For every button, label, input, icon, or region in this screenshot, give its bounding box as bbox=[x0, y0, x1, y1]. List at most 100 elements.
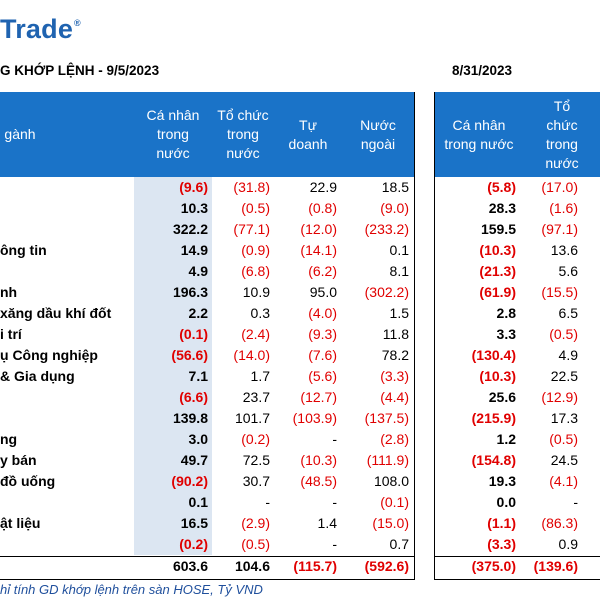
header-ca-nhan-right: Cá nhân trong nước bbox=[444, 116, 514, 152]
table-cell: (10.3) bbox=[300, 452, 337, 468]
table-cell: (137.5) bbox=[364, 410, 409, 426]
total-rule-right bbox=[434, 556, 600, 557]
table-cell: 196.3 bbox=[172, 284, 208, 300]
table-cell: (12.7) bbox=[300, 389, 337, 405]
table-cell: (5.8) bbox=[487, 179, 516, 195]
sector-label: ông tin bbox=[0, 242, 47, 258]
table-cell: (3.3) bbox=[380, 368, 409, 384]
table-cell: 101.7 bbox=[234, 410, 270, 426]
table-cell: 10.9 bbox=[242, 284, 270, 300]
column-shade bbox=[134, 177, 212, 555]
table-cell: (10.3) bbox=[479, 242, 516, 258]
table-cell: (1.1) bbox=[487, 515, 516, 531]
table-cell: (10.3) bbox=[479, 368, 516, 384]
header-band-right bbox=[434, 92, 600, 177]
table-cell: (0.2) bbox=[179, 536, 208, 552]
table-cell: 10.3 bbox=[180, 200, 208, 216]
sector-label: xăng dầu khí đốt bbox=[0, 305, 112, 321]
table-cell: (0.5) bbox=[549, 431, 578, 447]
table-cell: (12.9) bbox=[541, 389, 578, 405]
sector-label: nh bbox=[0, 284, 18, 300]
table-cell: (130.4) bbox=[471, 347, 516, 363]
table-cell: (14.1) bbox=[300, 242, 337, 258]
table-cell: (14.0) bbox=[233, 347, 270, 363]
sector-label: y bán bbox=[0, 452, 37, 468]
table-cell: 0.9 bbox=[558, 536, 578, 552]
table-cell: (9.0) bbox=[380, 200, 409, 216]
table-cell: 0.0 bbox=[496, 494, 516, 510]
table-cell: 108.0 bbox=[373, 473, 409, 489]
table-cell: 0.7 bbox=[389, 536, 409, 552]
table-cell: 1.5 bbox=[389, 305, 409, 321]
table-cell: 3.3 bbox=[496, 326, 516, 342]
table-cell: (4.0) bbox=[308, 305, 337, 321]
table-cell: 322.2 bbox=[172, 221, 208, 237]
table-cell: (7.6) bbox=[308, 347, 337, 363]
table-cell: 72.5 bbox=[242, 452, 270, 468]
table-cell: 1.4 bbox=[317, 515, 337, 531]
table-cell: (302.2) bbox=[364, 284, 409, 300]
table-cell: (154.8) bbox=[471, 452, 516, 468]
table-cell: 4.9 bbox=[188, 263, 208, 279]
table-cell: 4.9 bbox=[558, 347, 578, 363]
table-cell: 14.9 bbox=[180, 242, 208, 258]
table-cell: 7.1 bbox=[188, 368, 208, 384]
table-cell: - bbox=[265, 494, 270, 510]
table-title-right: 8/31/2023 bbox=[452, 63, 513, 78]
divider-left bbox=[414, 92, 415, 580]
table-cell: (6.8) bbox=[241, 263, 270, 279]
table-cell: (4.4) bbox=[380, 389, 409, 405]
table-cell: 8.1 bbox=[389, 263, 409, 279]
table-cell: (6.6) bbox=[179, 389, 208, 405]
sector-label: i trí bbox=[0, 326, 22, 342]
table-cell: 2.8 bbox=[496, 305, 516, 321]
table-cell: 23.7 bbox=[242, 389, 270, 405]
divider-right bbox=[434, 92, 435, 580]
table-cell: (56.6) bbox=[171, 347, 208, 363]
table-cell: (5.6) bbox=[308, 368, 337, 384]
sector-label: đồ uống bbox=[0, 473, 56, 489]
table-cell: (12.0) bbox=[300, 221, 337, 237]
table-cell: 2.2 bbox=[188, 305, 208, 321]
table-cell: (0.8) bbox=[308, 200, 337, 216]
table-cell: 139.8 bbox=[172, 410, 208, 426]
total-cell: 603.6 bbox=[172, 558, 208, 574]
table-cell: 49.7 bbox=[180, 452, 208, 468]
table-cell: 18.5 bbox=[381, 179, 409, 195]
table-cell: 16.5 bbox=[180, 515, 208, 531]
table-cell: 1.7 bbox=[250, 368, 270, 384]
header-nuoc-ngoai: Nước ngoài bbox=[360, 116, 396, 152]
header-to-chuc-right: Tổ chức trong nước bbox=[545, 97, 579, 171]
table-cell: 13.6 bbox=[550, 242, 578, 258]
header-band-left bbox=[0, 92, 414, 177]
table-cell: (2.8) bbox=[380, 431, 409, 447]
table-cell: 22.9 bbox=[309, 179, 337, 195]
table-cell: - bbox=[573, 494, 578, 510]
table-cell: 28.3 bbox=[488, 200, 516, 216]
table-cell: (3.3) bbox=[487, 536, 516, 552]
table-cell: (233.2) bbox=[364, 221, 409, 237]
sector-label: ng bbox=[0, 431, 18, 447]
table-cell: (97.1) bbox=[541, 221, 578, 237]
table-cell: - bbox=[332, 431, 337, 447]
table-cell: (1.6) bbox=[549, 200, 578, 216]
table-cell: (9.3) bbox=[308, 326, 337, 342]
table-cell: 159.5 bbox=[480, 221, 516, 237]
total-cell: (139.6) bbox=[533, 558, 578, 574]
table-cell: 11.8 bbox=[382, 326, 409, 342]
table-cell: (0.1) bbox=[179, 326, 208, 342]
total-cell: (592.6) bbox=[364, 558, 409, 574]
table-cell: (6.2) bbox=[308, 263, 337, 279]
table-cell: - bbox=[332, 536, 337, 552]
total-cell: (375.0) bbox=[471, 558, 516, 574]
table-cell: 0.1 bbox=[389, 242, 409, 258]
table-cell: - bbox=[332, 494, 337, 510]
table-cell: (0.5) bbox=[241, 200, 270, 216]
table-cell: (48.5) bbox=[300, 473, 337, 489]
table-cell: 22.5 bbox=[550, 368, 578, 384]
table-cell: (77.1) bbox=[233, 221, 270, 237]
table-cell: (4.1) bbox=[549, 473, 578, 489]
table-cell: (0.5) bbox=[241, 536, 270, 552]
table-title-left: G KHỚP LỆNH - 9/5/2023 bbox=[0, 63, 160, 78]
total-rule-left bbox=[0, 556, 414, 557]
